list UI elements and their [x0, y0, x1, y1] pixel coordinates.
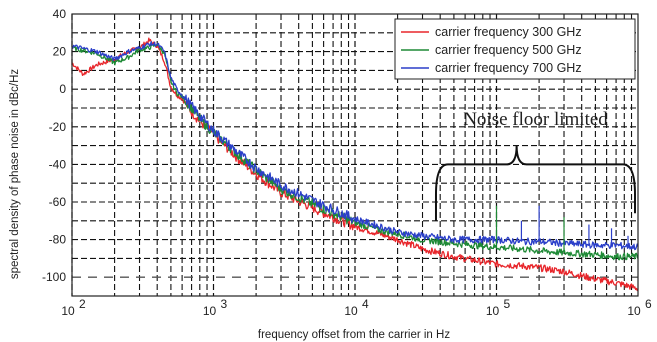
- legend-entry: carrier frequency 500 GHz: [435, 43, 582, 57]
- legend: carrier frequency 300 GHz carrier frequen…: [394, 18, 636, 80]
- y-axis-label: spectral density of phase noise in dBc/H…: [9, 69, 21, 280]
- svg-text:4: 4: [362, 297, 369, 311]
- y-axis-ticks: 40 20 0 -20 -40 -60 -80 -100: [42, 7, 66, 284]
- svg-text:10: 10: [344, 304, 358, 318]
- legend-entry: carrier frequency 700 GHz: [435, 61, 582, 75]
- y-tick-label: -80: [49, 233, 67, 247]
- y-tick-label: -20: [49, 120, 67, 134]
- svg-text:10: 10: [627, 304, 641, 318]
- data-series: [71, 37, 639, 292]
- y-tick-label: 20: [53, 45, 67, 59]
- y-tick-label: 0: [59, 82, 66, 96]
- y-tick-label: -40: [49, 157, 67, 171]
- svg-text:10: 10: [203, 304, 217, 318]
- y-tick-label: -60: [49, 195, 67, 209]
- x-tick-label: 10 3: [203, 297, 228, 318]
- y-tick-label: -100: [42, 270, 66, 284]
- noise-floor-annotation: Noise floor limited: [434, 109, 636, 221]
- plot-area-frame: [71, 13, 639, 297]
- annotation-text: Noise floor limited: [463, 109, 608, 130]
- x-tick-label: 10 5: [486, 297, 511, 318]
- svg-text:10: 10: [61, 304, 75, 318]
- x-tick-label: 10 2: [61, 297, 86, 318]
- x-axis-label: frequency offset from the carrier in Hz: [258, 329, 450, 341]
- svg-text:6: 6: [645, 297, 652, 311]
- annotation-brace: [434, 145, 636, 221]
- x-tick-label: 10 6: [627, 297, 652, 318]
- legend-box: [394, 18, 636, 80]
- svg-text:5: 5: [504, 297, 511, 311]
- svg-text:2: 2: [79, 297, 86, 311]
- x-axis-ticks: 10 2 10 3 10 4 10 5 10 6: [61, 297, 652, 318]
- series-line-3: [71, 41, 639, 251]
- legend-entry: carrier frequency 300 GHz: [435, 25, 582, 39]
- svg-text:10: 10: [486, 304, 500, 318]
- svg-text:3: 3: [221, 297, 228, 311]
- y-tick-label: 40: [53, 7, 67, 21]
- x-tick-label: 10 4: [344, 297, 369, 318]
- series-line-1: [71, 37, 639, 292]
